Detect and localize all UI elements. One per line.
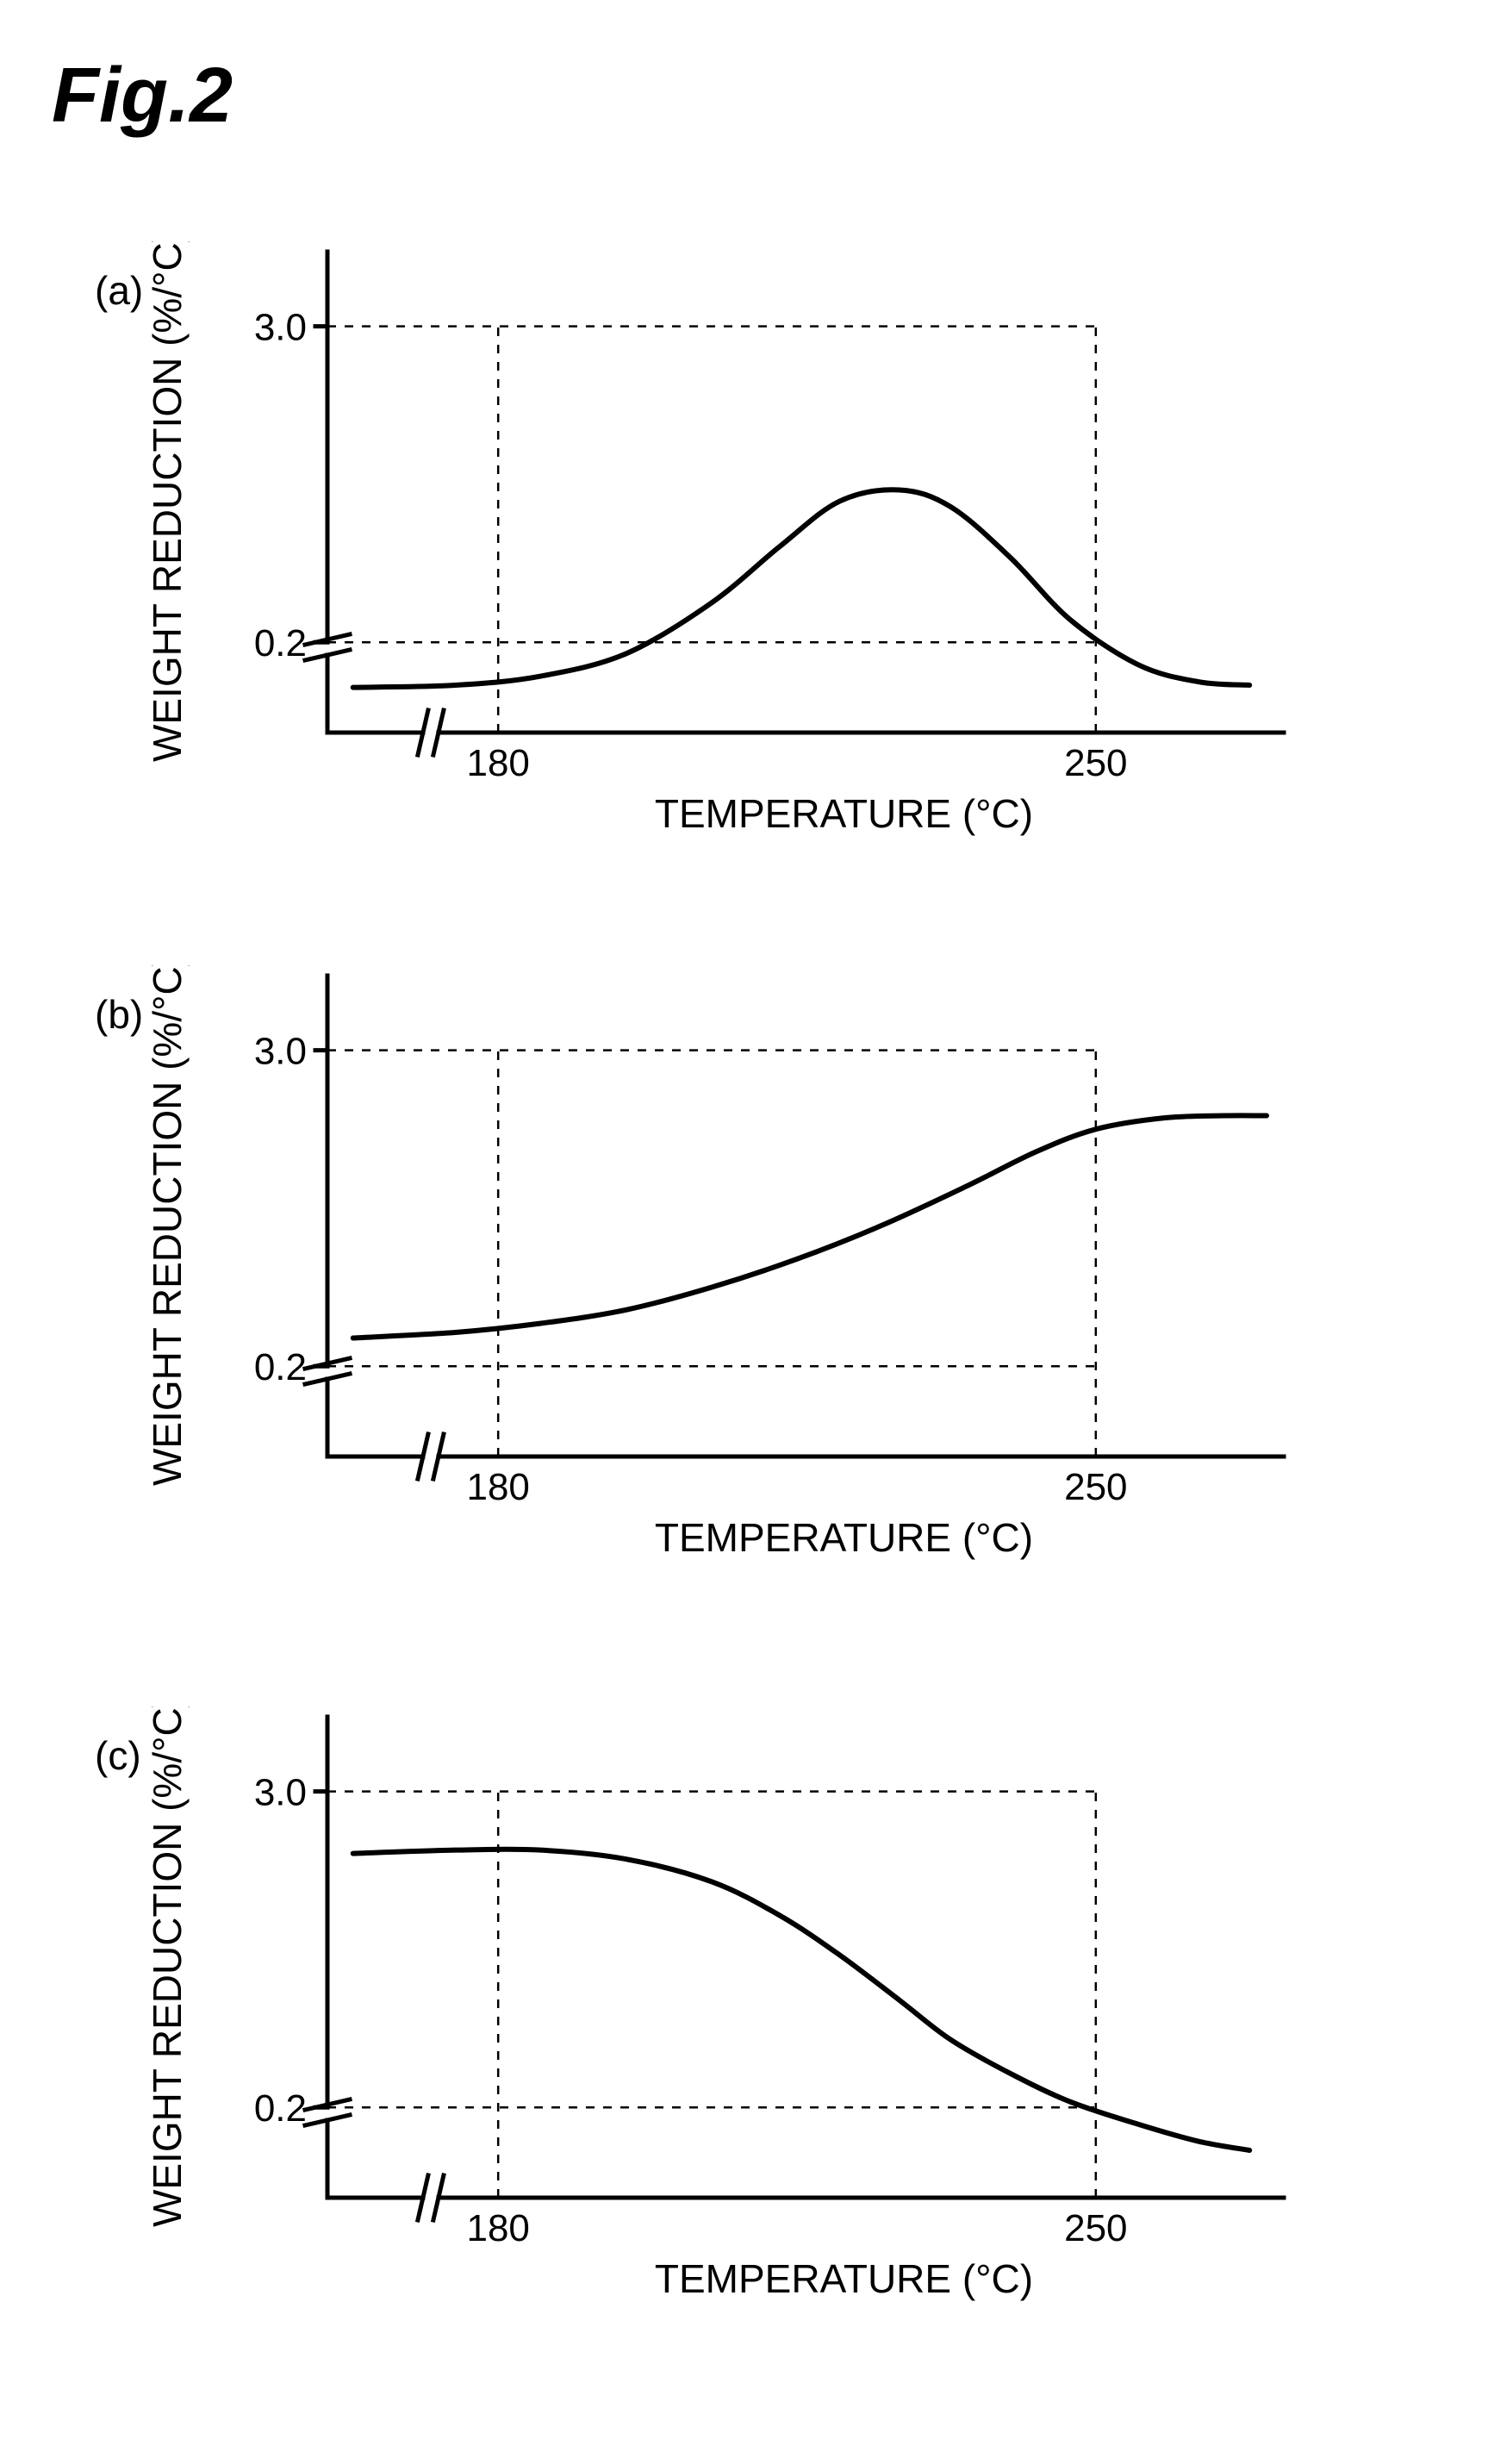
- data-curve: [353, 1850, 1249, 2150]
- y-tick-label: 3.0: [254, 1031, 307, 1073]
- chart-svg: 0.2 3.0 180 250 TEMPERATURE (°C) WEIGHT REDUC…: [129, 241, 1318, 862]
- x-axis-label: TEMPERATURE (°C): [655, 2256, 1033, 2301]
- panel-label: (b): [95, 991, 143, 1038]
- chart-panel: (b)0.23.0180250TEMPERATURE (°C)WEIGHT RE…: [129, 965, 1318, 1586]
- chart-svg: 0.2 3.0 180 250 TEMPERATURE (°C) WEIGHT REDUC…: [129, 1706, 1318, 2327]
- y-tick-label: 0.2: [254, 622, 307, 664]
- y-tick-label: 0.2: [254, 2087, 307, 2130]
- y-tick-label: 3.0: [254, 307, 307, 349]
- x-tick-label: 180: [466, 1466, 529, 1508]
- x-tick-label: 250: [1064, 2207, 1127, 2249]
- chart-svg: 0.2 3.0 180 250 TEMPERATURE (°C) WEIGHT REDUC…: [129, 965, 1318, 1586]
- data-curve: [353, 1115, 1267, 1338]
- x-axis-label: TEMPERATURE (°C): [655, 791, 1033, 836]
- y-axis-label: WEIGHT REDUCTION (%/°C): [145, 965, 190, 1486]
- panel-label: (a): [95, 267, 143, 314]
- x-axis-label: TEMPERATURE (°C): [655, 1515, 1033, 1560]
- x-tick-label: 250: [1064, 1466, 1127, 1508]
- x-tick-label: 250: [1064, 742, 1127, 784]
- y-tick-label: 3.0: [254, 1772, 307, 1814]
- y-axis-label: WEIGHT REDUCTION (%/°C): [145, 241, 190, 762]
- x-tick-label: 180: [466, 742, 529, 784]
- y-axis-label: WEIGHT REDUCTION (%/°C): [145, 1706, 190, 2227]
- page: { "figure": { "title": "Fig.2", "title_s…: [0, 0, 1488, 2464]
- x-tick-label: 180: [466, 2207, 529, 2249]
- chart-panel: (c)0.23.0180250TEMPERATURE (°C)WEIGHT RE…: [129, 1706, 1318, 2327]
- panel-label: (c): [95, 1732, 141, 1779]
- y-tick-label: 0.2: [254, 1346, 307, 1388]
- data-curve: [353, 490, 1249, 687]
- figure-title: Fig.2: [52, 52, 233, 140]
- chart-panel: (a)0.23.0180250TEMPERATURE (°C)WEIGHT RE…: [129, 241, 1318, 862]
